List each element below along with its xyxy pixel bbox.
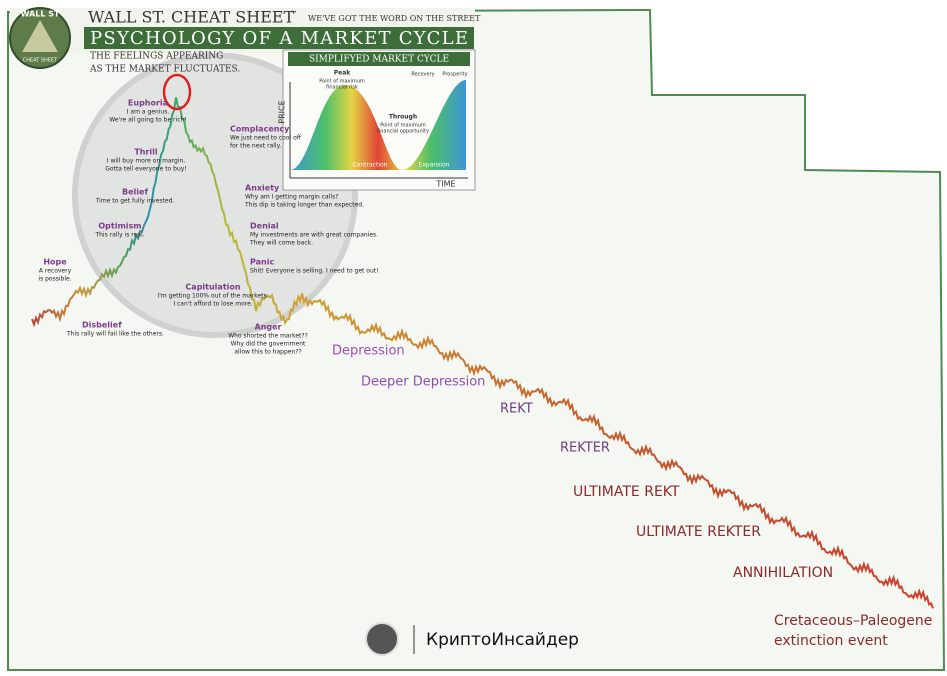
stage-note: I'm getting 100% out of the markets.: [157, 293, 268, 300]
stage-note: I can't afford to lose more.: [173, 301, 252, 308]
stage-note: My investments are with great companies.: [250, 232, 378, 239]
inset-label: Prosperity: [442, 72, 467, 78]
inset-label: Contraction: [353, 162, 388, 169]
stage-label: Euphoria: [128, 99, 168, 108]
stage-label: Complacency: [230, 125, 290, 134]
inset-x-axis: TIME: [435, 180, 455, 189]
meme-label: Deeper Depression: [361, 375, 485, 390]
stage-label: Hope: [43, 258, 67, 267]
inset-label: Expansion: [419, 162, 450, 169]
title-band: [84, 27, 474, 49]
stage-note: Who shorted the market??: [228, 333, 308, 340]
title: PSYCHOLOGY OF A MARKET CYCLE: [90, 28, 468, 49]
meme-label: extinction event: [774, 633, 888, 649]
inset-note: Point of maximum: [380, 123, 426, 129]
subtitle: THE FEELINGS APPEARING: [90, 52, 223, 62]
meme-label: Depression: [332, 344, 405, 359]
inset-note: financial opportunity: [377, 129, 429, 135]
stage-note: Time to get fully invested.: [95, 198, 175, 205]
subtitle: AS THE MARKET FLUCTUATES.: [89, 65, 240, 75]
logo-text: CHEAT SHEET: [23, 58, 58, 64]
inset-cycle: [290, 80, 466, 170]
inset-label: Recovery: [411, 72, 434, 78]
meme-label: ULTIMATE REKTER: [636, 524, 761, 540]
stage-note: We just need to cool off: [230, 135, 302, 142]
stage-note: Why did the government: [231, 341, 306, 348]
tagline: WE'VE GOT THE WORD ON THE STREET: [308, 14, 481, 23]
stage-note: for the next rally.: [230, 143, 281, 150]
stage-label: Capitulation: [185, 283, 240, 292]
stage-label: Panic: [250, 258, 274, 267]
inset-label: Peak: [334, 70, 352, 77]
meme-label: Cretaceous–Paleogene: [774, 613, 932, 629]
trademark: ™: [290, 10, 298, 19]
stage-note: is possible.: [38, 276, 71, 283]
stage-note: They will come back.: [249, 240, 313, 247]
stage-note: Shit! Everyone is selling. I need to get…: [250, 268, 379, 275]
euphoria-highlight: [162, 73, 192, 111]
stage-note: This rally is real.: [94, 232, 144, 239]
inset-y-axis: PRICE: [278, 100, 287, 123]
stage-note: This rally will fail like the others.: [66, 331, 164, 338]
stage-label: Anxiety: [245, 184, 280, 193]
stage-note: I will buy more on margin.: [107, 158, 186, 165]
stage-note: allow this to happen??: [234, 349, 301, 356]
stage-label: Denial: [250, 222, 279, 231]
stage-label: Anger: [255, 323, 282, 332]
logo-pyramid: [22, 20, 58, 52]
stage-note: I am a genius.: [127, 109, 170, 116]
stage-note: Gotta tell everyone to buy!: [105, 166, 186, 173]
stage-label: Thrill: [134, 148, 158, 157]
inset-label: Through: [389, 114, 417, 121]
inset-note: financial risk: [326, 85, 358, 91]
stage-note: We're all going to be rich!: [109, 117, 186, 124]
stage-note: This dip is taking longer than expected.: [244, 202, 364, 209]
stage-note: Why am I getting margin calls?: [245, 194, 338, 201]
inset-note: Point of maximum: [319, 79, 365, 85]
inset-title: SIMPLIFYED MARKET CYCLE: [309, 55, 449, 65]
stage-note: A recovery: [39, 268, 72, 275]
watermark: КриптоИнсайдер: [426, 630, 579, 650]
brand: WALL ST. CHEAT SHEET: [88, 8, 295, 27]
stage-label: Optimism: [98, 222, 141, 231]
watermark-avatar: [365, 622, 399, 656]
stage-label: Belief: [122, 188, 148, 197]
meme-label: ULTIMATE REKT: [573, 484, 680, 500]
logo-text: WALL ST: [21, 10, 60, 19]
meme-label: REKT: [500, 402, 533, 417]
price-line: [31, 97, 934, 609]
stage-label: Disbelief: [82, 321, 122, 330]
inset-title-band: [288, 52, 470, 66]
meme-label: REKTER: [560, 441, 610, 456]
meme-label: ANNIHILATION: [733, 565, 833, 581]
